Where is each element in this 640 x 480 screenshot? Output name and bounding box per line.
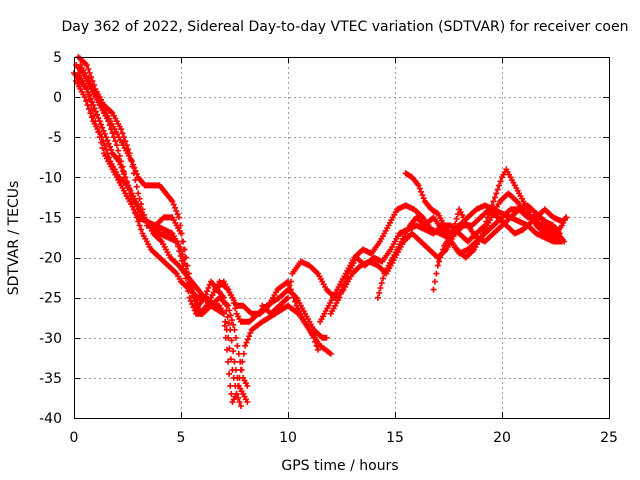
x-tick-label: 10 [279,430,297,446]
y-tick-label: -30 [39,331,62,347]
series-track-6 [73,78,244,409]
series-markers [430,202,563,293]
x-tick-label: 5 [177,430,186,446]
x-tick-label: 25 [600,430,618,446]
series-markers [73,78,244,409]
data-layer [71,54,570,409]
chart-title: Day 362 of 2022, Sidereal Day-to-day VTE… [62,19,629,35]
x-tick-label: 20 [493,430,511,446]
y-tick-label: -15 [39,210,62,226]
tick-label-layer: 0 5 10 15 20 25 5 0 -5 -10 -15 -20 -25 -30 -35 -40 [39,50,618,446]
y-tick-label: -10 [39,170,62,186]
plot-frame [74,57,610,419]
y-tick-label: -5 [48,130,62,146]
y-tick-label: 0 [53,90,62,106]
x-tick-label: 0 [70,430,79,446]
y-tick-label: -25 [39,291,62,307]
y-tick-label: -40 [39,411,62,427]
y-axis-label: SDTVAR / TECUs [6,181,22,296]
grid-layer [74,57,609,418]
y-tick-label: -35 [39,371,62,387]
y-tick-label: 5 [53,50,62,66]
x-axis-label: GPS time / hours [281,458,398,474]
y-tick-label: -20 [39,251,62,267]
x-tick-label: 15 [386,430,404,446]
series-track-12 [430,202,563,293]
axes-layer [74,57,610,419]
